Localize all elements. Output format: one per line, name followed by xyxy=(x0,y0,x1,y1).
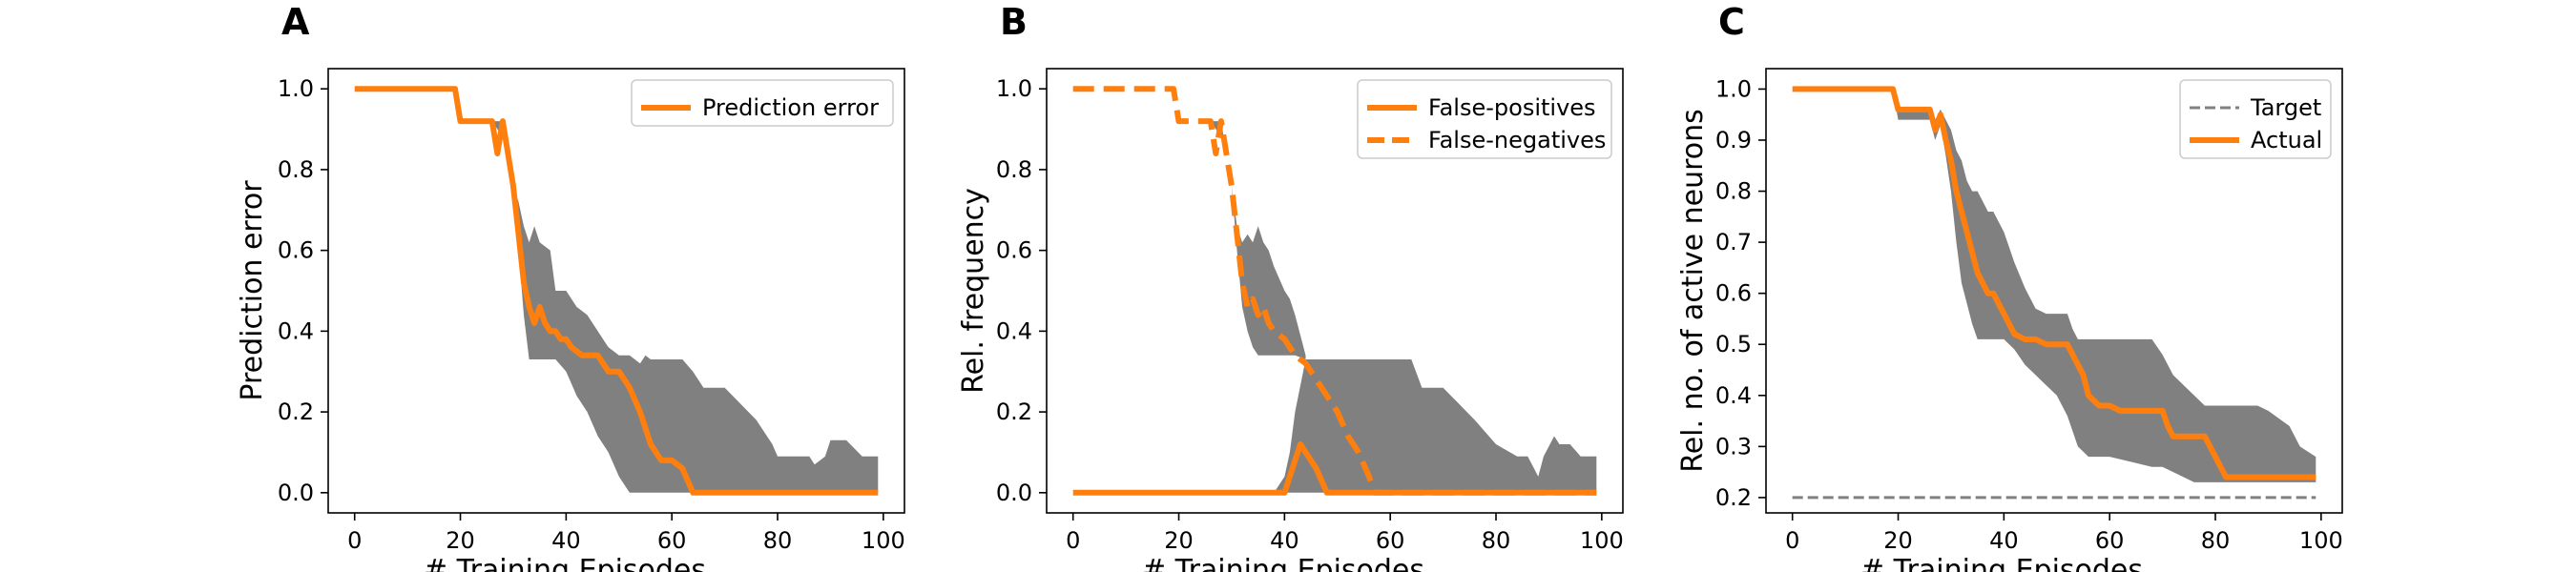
panel-b-xtick-label-80: 80 xyxy=(1482,527,1511,554)
panel-b-xtick-label-60: 60 xyxy=(1376,527,1405,554)
panel-c-legend: Target Actual xyxy=(2179,79,2332,159)
panel-a-ytick-label-0: 0.0 xyxy=(278,480,314,506)
panel-c-ytick-label-6: 0.8 xyxy=(1715,178,1752,205)
panel-c-xtick-label-100: 100 xyxy=(2299,527,2343,554)
panel-a-xtick-label-20: 20 xyxy=(446,527,475,554)
panel-a-xlabel: # Training Episodes xyxy=(424,554,706,572)
panel-a-ytick-label-4: 0.8 xyxy=(278,156,314,183)
panel-b-xtick-label-0: 0 xyxy=(1066,527,1080,554)
panel-c-xtick-label-20: 20 xyxy=(1883,527,1913,554)
panel-b-plot-area: 0 20 40 60 80 100 0.0 0.2 0.4 0.6 0.8 1.0 False-posi… xyxy=(996,68,1624,554)
panel-c-xtick-label-0: 0 xyxy=(1785,527,1799,554)
panel-b-letter: B xyxy=(1000,1,1028,43)
panel-b-legend-box xyxy=(1357,79,1612,159)
panel-a-xtick-label-40: 40 xyxy=(551,527,581,554)
panel-c-spread-band xyxy=(1792,89,2316,482)
panel-c-series-2-line xyxy=(1792,86,2316,480)
panel-b-ytick-label-3: 0.6 xyxy=(996,237,1032,264)
panel-a-xtick-label-60: 60 xyxy=(657,527,687,554)
panel-b-spread-band-secondary xyxy=(1210,121,1306,359)
panel-b-xtick-label-100: 100 xyxy=(1580,527,1624,554)
panel-b-ytick-label-1: 0.2 xyxy=(996,398,1032,425)
panel-b-spread-band xyxy=(1072,359,1597,493)
panel-b-ylabel: Rel. frequency xyxy=(957,188,990,394)
panel-c-xtick-label-80: 80 xyxy=(2201,527,2231,554)
panel-b-legend-label-1: False-positives xyxy=(1428,94,1596,121)
panel-b-axes-frame xyxy=(1046,68,1624,514)
panel-c-ytick-label-5: 0.7 xyxy=(1715,229,1752,255)
panel-c-ytick-label-0: 0.2 xyxy=(1715,484,1752,511)
panel-a-xtick-label-100: 100 xyxy=(862,527,905,554)
panel-a-legend-box xyxy=(631,79,894,127)
panel-a-ytick-label-5: 1.0 xyxy=(278,75,314,102)
panel-c-ytick-label-4: 0.6 xyxy=(1715,280,1752,307)
panel-b-legend-label-2: False-negatives xyxy=(1428,127,1606,153)
panel-b-xlabel: # Training Episodes xyxy=(1142,554,1424,572)
panel-c-ytick-label-8: 1.0 xyxy=(1715,75,1752,102)
panel-b-series-2-line xyxy=(1072,86,1597,496)
panel-c-letter: C xyxy=(1718,1,1745,43)
panel-b-ytick-label-4: 0.8 xyxy=(996,156,1032,183)
panel-a-ytick-label-2: 0.4 xyxy=(278,317,314,344)
panel-c-ytick-label-1: 0.3 xyxy=(1715,433,1752,460)
panel-c-ylabel: Rel. no. of active neurons xyxy=(1676,109,1710,473)
panel-c-ytick-label-3: 0.5 xyxy=(1715,331,1752,358)
panel-a-ytick-label-1: 0.2 xyxy=(278,398,314,425)
panel-b: B # Training Episodes Rel. frequency 0 20… xyxy=(957,1,1624,572)
panel-a-ytick-label-3: 0.6 xyxy=(278,237,314,264)
panel-a: A # Training Episodes Prediction error 0… xyxy=(236,1,905,572)
panel-c-xtick-label-60: 60 xyxy=(2095,527,2125,554)
panel-c: C # Training Episodes Rel. no. of active… xyxy=(1676,1,2343,572)
panel-c-ytick-label-7: 0.9 xyxy=(1715,127,1752,153)
panel-a-legend: Prediction error xyxy=(631,79,894,127)
panel-b-ytick-label-2: 0.4 xyxy=(996,317,1032,344)
panel-b-xtick-label-40: 40 xyxy=(1270,527,1299,554)
panel-c-legend-label-1: Target xyxy=(2250,94,2321,121)
panel-c-legend-label-2: Actual xyxy=(2251,127,2322,153)
panel-a-series-1-line xyxy=(354,86,879,496)
panel-b-xtick-label-20: 20 xyxy=(1164,527,1194,554)
panel-a-letter: A xyxy=(281,1,310,43)
panel-a-xtick-label-0: 0 xyxy=(347,527,362,554)
panel-c-xtick-label-40: 40 xyxy=(1989,527,2019,554)
panel-a-legend-label-1: Prediction error xyxy=(702,94,879,121)
panel-a-axes-frame xyxy=(327,68,905,514)
panel-a-plot-area: 0 20 40 60 80 100 0.0 0.2 0.4 0.6 0.8 1.0 Prediction… xyxy=(278,68,905,554)
panel-c-xlabel: # Training Episodes xyxy=(1860,554,2143,572)
panel-b-legend: False-positives False-negatives xyxy=(1357,79,1612,159)
panel-c-axes-frame xyxy=(1765,68,2343,514)
panel-b-ytick-label-0: 0.0 xyxy=(996,480,1032,506)
panel-a-spread-band xyxy=(354,89,879,493)
panel-a-ylabel: Prediction error xyxy=(236,180,269,401)
panel-c-ytick-label-2: 0.4 xyxy=(1715,382,1752,409)
panel-b-ytick-label-5: 1.0 xyxy=(996,75,1032,102)
panel-a-xtick-label-80: 80 xyxy=(763,527,793,554)
panel-c-plot-area: 0 20 40 60 80 100 0.2 0.3 0.4 0.5 0.6 0.7 0.8 0.9 1.0 T… xyxy=(1715,68,2343,554)
